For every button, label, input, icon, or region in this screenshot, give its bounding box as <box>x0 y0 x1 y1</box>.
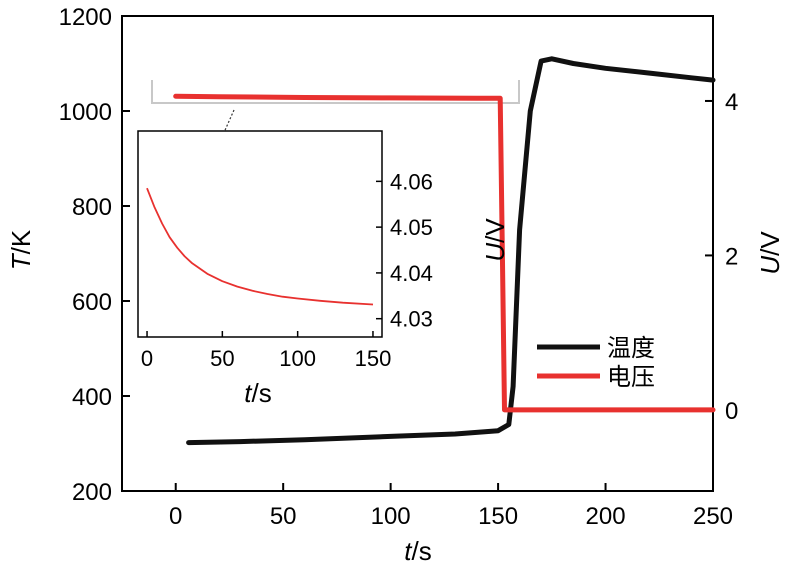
y-left-tick-label: 600 <box>72 289 112 316</box>
y-axis-left-label: T/K <box>6 229 36 270</box>
inset-x-tick-label: 100 <box>279 346 316 371</box>
zoom-bracket <box>151 80 520 104</box>
inset-x-tick-label: 0 <box>141 346 153 371</box>
y-right-tick-label: 4 <box>725 89 738 116</box>
y-right-tick-label: 2 <box>725 243 738 270</box>
x-tick-label: 0 <box>169 503 182 530</box>
inset-x-axis-label: t/s <box>244 378 271 408</box>
x-tick-label: 250 <box>693 503 733 530</box>
inset-y-tick-label: 4.05 <box>390 215 433 240</box>
x-tick-label: 150 <box>478 503 518 530</box>
y-left-tick-label: 1200 <box>59 4 112 31</box>
y-left-tick-label: 800 <box>72 194 112 221</box>
y-right-tick-label: 0 <box>725 398 738 425</box>
legend: 温度 电压 <box>537 334 655 391</box>
temperature-series-line <box>186 56 716 446</box>
y-left-tick-label: 400 <box>72 384 112 411</box>
y-left-tick-label: 1000 <box>59 99 112 126</box>
x-tick-label: 100 <box>371 503 411 530</box>
inset-y-tick-label: 4.03 <box>390 307 433 332</box>
inset-voltage-series-line <box>146 187 374 306</box>
x-tick-label: 50 <box>270 503 297 530</box>
inset-y-tick-label: 4.04 <box>390 261 433 286</box>
voltage-series-line <box>173 93 716 413</box>
y-axis-right-label: U/V <box>755 231 785 275</box>
inset-y-tick-label: 4.06 <box>390 169 433 194</box>
x-axis-label: t/s <box>404 536 431 566</box>
legend-label-temperature: 温度 <box>607 334 655 362</box>
x-tick-label: 200 <box>586 503 626 530</box>
inset-x-tick-label: 150 <box>355 346 392 371</box>
legend-label-voltage: 电压 <box>607 363 655 391</box>
inset-x-tick-label: 50 <box>210 346 234 371</box>
main-plot-frame <box>121 15 714 492</box>
inset-y-axis-label: U/V <box>480 218 510 262</box>
inset-plot-frame <box>137 130 383 338</box>
y-left-tick-label: 200 <box>72 479 112 506</box>
